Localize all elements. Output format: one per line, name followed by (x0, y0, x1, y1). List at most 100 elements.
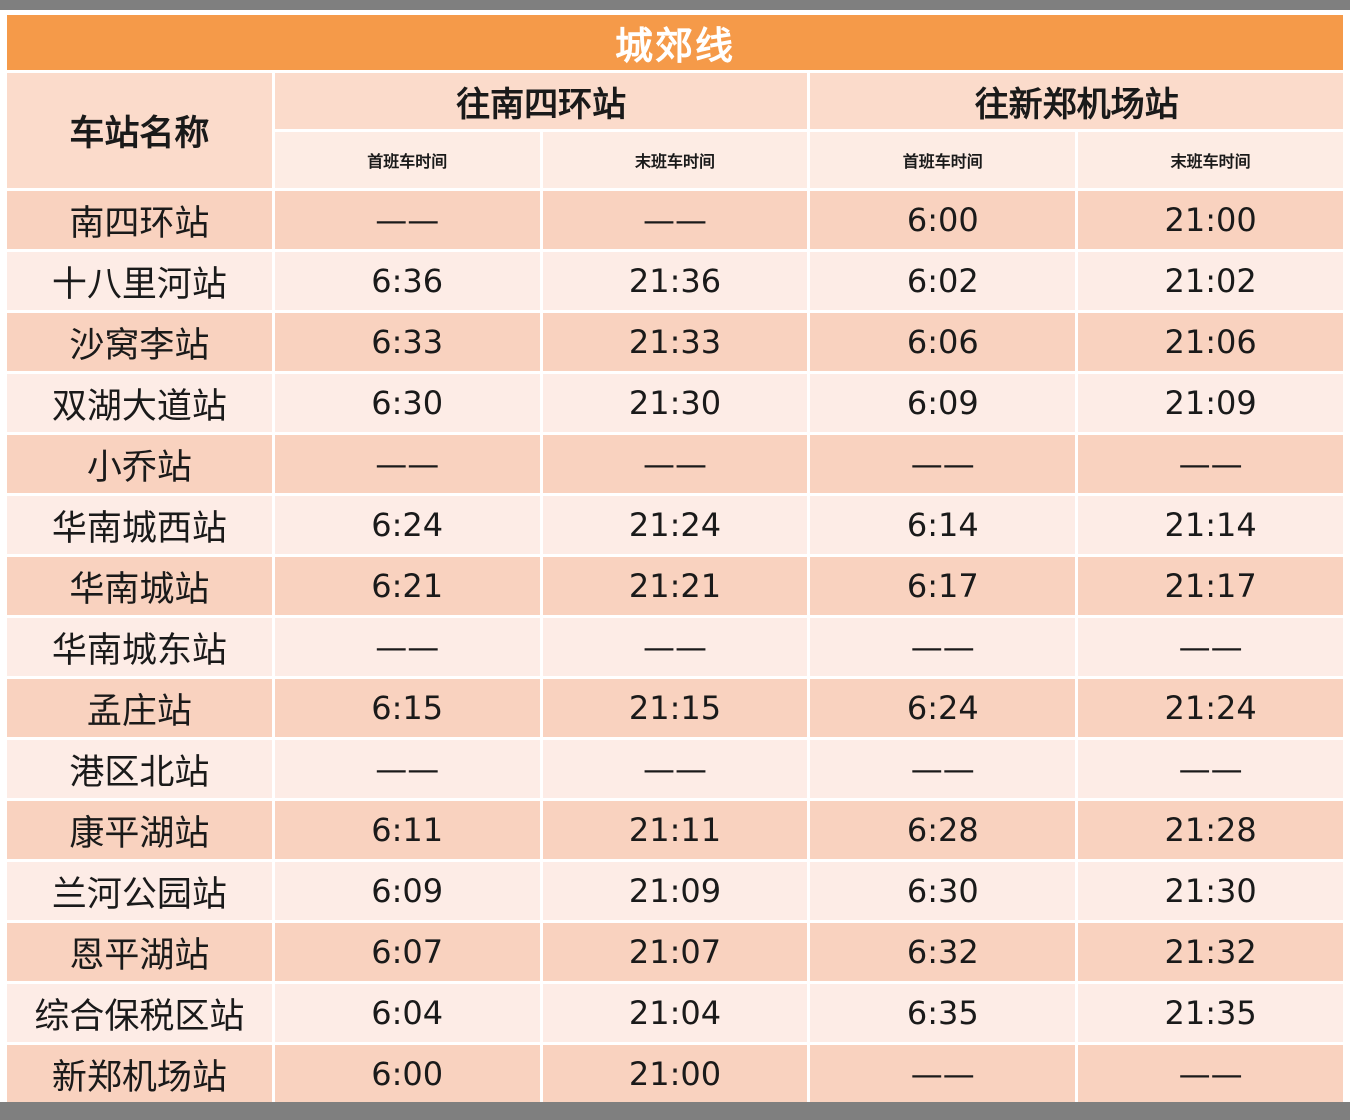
table-row: 康平湖站 6:11 21:11 6:28 21:28 (7, 801, 1343, 859)
time-cell: 6:07 (274, 923, 540, 981)
station-name-cell: 兰河公园站 (7, 862, 272, 920)
table-row: 小乔站 —— —— —— —— (7, 435, 1343, 493)
table-title: 城郊线 (7, 15, 1343, 70)
time-cell: 6:11 (274, 801, 540, 859)
time-cell: 6:14 (810, 496, 1076, 554)
table-row: 港区北站 —— —— —— —— (7, 740, 1343, 798)
table-row: 华南城站 6:21 21:21 6:17 21:17 (7, 557, 1343, 615)
time-cell: 21:21 (542, 557, 808, 615)
station-name-cell: 华南城东站 (7, 618, 272, 676)
time-cell: 6:09 (810, 374, 1076, 432)
time-cell: 6:00 (810, 191, 1076, 249)
time-cell: —— (542, 618, 808, 676)
time-cell: —— (542, 740, 808, 798)
time-cell: 21:09 (1078, 374, 1343, 432)
station-name-cell: 恩平湖站 (7, 923, 272, 981)
title-row: 城郊线 (7, 15, 1343, 70)
time-cell: —— (810, 435, 1076, 493)
time-cell: —— (542, 435, 808, 493)
time-cell: 21:09 (542, 862, 808, 920)
time-cell: 21:00 (542, 1045, 808, 1103)
table-row: 新郑机场站 6:00 21:00 —— —— (7, 1045, 1343, 1103)
time-cell: 6:30 (810, 862, 1076, 920)
time-cell: 6:04 (274, 984, 540, 1042)
time-cell: 21:36 (542, 252, 808, 310)
table-row: 双湖大道站 6:30 21:30 6:09 21:09 (7, 374, 1343, 432)
direction-group-header-xinzheng-airport: 往新郑机场站 (810, 73, 1343, 129)
time-cell: 6:30 (274, 374, 540, 432)
time-cell: —— (810, 618, 1076, 676)
time-cell: —— (1078, 740, 1343, 798)
timetable-body: 南四环站 —— —— 6:00 21:00 十八里河站 6:36 21:36 6… (7, 191, 1343, 1103)
first-train-header-nansihuan: 首班车时间 (274, 132, 540, 188)
time-cell: 6:35 (810, 984, 1076, 1042)
top-frame-bar (0, 0, 1350, 10)
last-train-header-xinzheng-airport: 末班车时间 (1078, 132, 1343, 188)
time-cell: —— (810, 1045, 1076, 1103)
time-cell: 6:36 (274, 252, 540, 310)
time-cell: —— (274, 740, 540, 798)
bottom-frame-bar (0, 1102, 1350, 1120)
time-cell: 6:24 (810, 679, 1076, 737)
time-cell: —— (274, 435, 540, 493)
time-cell: 6:02 (810, 252, 1076, 310)
time-cell: —— (542, 191, 808, 249)
time-cell: 6:17 (810, 557, 1076, 615)
first-train-header-xinzheng-airport: 首班车时间 (810, 132, 1076, 188)
station-name-cell: 十八里河站 (7, 252, 272, 310)
station-name-cell: 孟庄站 (7, 679, 272, 737)
time-cell: 21:35 (1078, 984, 1343, 1042)
station-name-cell: 双湖大道站 (7, 374, 272, 432)
last-train-header-nansihuan: 末班车时间 (542, 132, 808, 188)
time-cell: 21:06 (1078, 313, 1343, 371)
time-cell: —— (1078, 435, 1343, 493)
station-name-cell: 综合保税区站 (7, 984, 272, 1042)
station-name-cell: 新郑机场站 (7, 1045, 272, 1103)
time-cell: 21:32 (1078, 923, 1343, 981)
time-cell: 6:24 (274, 496, 540, 554)
time-cell: 6:00 (274, 1045, 540, 1103)
time-cell: 21:28 (1078, 801, 1343, 859)
table-row: 十八里河站 6:36 21:36 6:02 21:02 (7, 252, 1343, 310)
time-cell: 21:24 (1078, 679, 1343, 737)
time-cell: 21:15 (542, 679, 808, 737)
station-name-cell: 小乔站 (7, 435, 272, 493)
time-cell: 6:21 (274, 557, 540, 615)
direction-group-header-nansihuan: 往南四环站 (274, 73, 808, 129)
time-cell: —— (1078, 618, 1343, 676)
time-cell: 6:15 (274, 679, 540, 737)
time-cell: 21:30 (1078, 862, 1343, 920)
station-name-cell: 沙窝李站 (7, 313, 272, 371)
time-cell: 6:28 (810, 801, 1076, 859)
station-name-cell: 南四环站 (7, 191, 272, 249)
timetable: 城郊线 车站名称 往南四环站 往新郑机场站 首班车时间 末班车时间 首班车时间 … (4, 12, 1346, 1106)
time-cell: —— (1078, 1045, 1343, 1103)
table-row: 华南城西站 6:24 21:24 6:14 21:14 (7, 496, 1343, 554)
time-cell: 21:24 (542, 496, 808, 554)
time-cell: —— (274, 618, 540, 676)
time-cell: 21:00 (1078, 191, 1343, 249)
table-row: 恩平湖站 6:07 21:07 6:32 21:32 (7, 923, 1343, 981)
time-cell: 6:09 (274, 862, 540, 920)
table-row: 沙窝李站 6:33 21:33 6:06 21:06 (7, 313, 1343, 371)
time-cell: —— (810, 740, 1076, 798)
time-cell: 21:30 (542, 374, 808, 432)
station-name-cell: 华南城站 (7, 557, 272, 615)
time-cell: —— (274, 191, 540, 249)
table-row: 综合保税区站 6:04 21:04 6:35 21:35 (7, 984, 1343, 1042)
time-cell: 21:07 (542, 923, 808, 981)
time-cell: 21:17 (1078, 557, 1343, 615)
station-name-cell: 港区北站 (7, 740, 272, 798)
time-cell: 6:32 (810, 923, 1076, 981)
table-row: 孟庄站 6:15 21:15 6:24 21:24 (7, 679, 1343, 737)
direction-header-row: 车站名称 往南四环站 往新郑机场站 (7, 73, 1343, 188)
time-cell: 6:33 (274, 313, 540, 371)
time-cell: 21:04 (542, 984, 808, 1042)
time-cell: 21:33 (542, 313, 808, 371)
time-cell: 21:02 (1078, 252, 1343, 310)
time-cell: 21:11 (542, 801, 808, 859)
station-name-cell: 康平湖站 (7, 801, 272, 859)
table-row: 南四环站 —— —— 6:00 21:00 (7, 191, 1343, 249)
station-name-cell: 华南城西站 (7, 496, 272, 554)
time-cell: 6:06 (810, 313, 1076, 371)
